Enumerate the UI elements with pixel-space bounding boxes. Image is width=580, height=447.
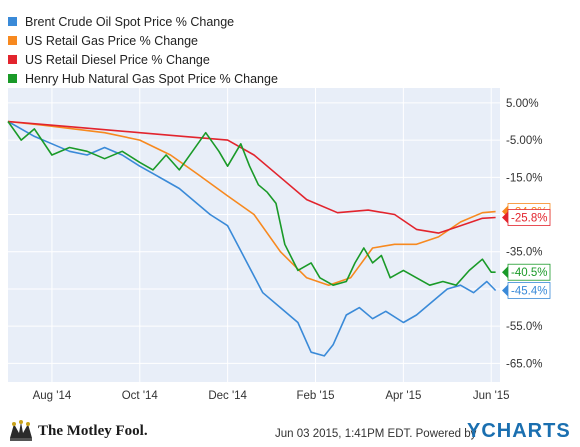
end-label: -40.5% <box>511 267 547 279</box>
timestamp: Jun 03 2015, 1:41PM EDT. Powered by <box>275 428 477 440</box>
end-label-pointer <box>502 284 508 297</box>
end-label: -25.8% <box>511 213 547 225</box>
series-line <box>7 120 496 286</box>
series-line <box>7 120 496 234</box>
legend-swatch <box>8 36 17 45</box>
legend: Brent Crude Oil Spot Price % Change US R… <box>8 12 278 88</box>
y-tick-label: -35.0% <box>506 247 542 259</box>
jester-hat-icon <box>10 420 32 441</box>
legend-item[interactable]: US Retail Diesel Price % Change <box>8 50 278 69</box>
ycharts-logo[interactable]: YCHARTS <box>467 420 571 442</box>
x-tick-label: Jun '15 <box>473 390 510 402</box>
y-tick-label: -65.0% <box>506 358 542 370</box>
legend-label: Brent Crude Oil Spot Price % Change <box>25 14 235 29</box>
legend-swatch <box>8 17 17 26</box>
legend-item[interactable]: US Retail Gas Price % Change <box>8 31 278 50</box>
y-tick-label: -55.0% <box>506 321 542 333</box>
x-tick-label: Oct '14 <box>122 390 159 402</box>
legend-label: Henry Hub Natural Gas Spot Price % Chang… <box>25 71 278 86</box>
y-tick-label: -15.0% <box>506 172 542 184</box>
series-line <box>7 121 496 286</box>
footer: The Motley Fool. Jun 03 2015, 1:41PM EDT… <box>0 416 580 447</box>
plot-area <box>8 88 500 382</box>
legend-item[interactable]: Brent Crude Oil Spot Price % Change <box>8 12 278 31</box>
legend-label: US Retail Gas Price % Change <box>25 33 198 48</box>
motley-fool-logo[interactable]: The Motley Fool. <box>8 420 148 442</box>
x-tick-label: Feb '15 <box>297 390 335 402</box>
y-tick-label: 5.00% <box>506 98 539 110</box>
legend-swatch <box>8 55 17 64</box>
series-line <box>7 120 497 357</box>
end-label: -45.4% <box>511 285 547 297</box>
end-label-pointer <box>502 266 508 279</box>
end-label-box <box>507 209 551 226</box>
brand-name: The Motley Fool. <box>38 422 148 439</box>
end-label-box <box>507 263 551 281</box>
legend-swatch <box>8 74 17 83</box>
end-label-pointer <box>502 211 508 224</box>
x-tick-label: Apr '15 <box>385 390 421 402</box>
y-tick-label: -5.00% <box>506 135 542 147</box>
x-tick-label: Dec '14 <box>208 390 247 402</box>
legend-label: US Retail Diesel Price % Change <box>25 52 210 67</box>
end-label-box <box>507 282 551 299</box>
x-tick-label: Aug '14 <box>33 390 72 402</box>
legend-item[interactable]: Henry Hub Natural Gas Spot Price % Chang… <box>8 69 278 88</box>
